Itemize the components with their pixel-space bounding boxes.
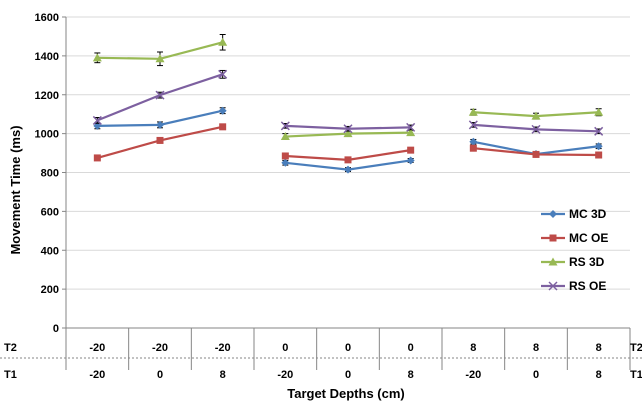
legend-item: RS 3D bbox=[541, 255, 605, 269]
data-point bbox=[594, 142, 603, 151]
y-tick-label: 0 bbox=[53, 323, 59, 335]
category-label: 8 bbox=[533, 342, 539, 354]
category-label: 8 bbox=[408, 369, 414, 381]
data-point bbox=[218, 69, 228, 79]
y-tick-label: 1200 bbox=[35, 90, 59, 102]
legend-item: MC OE bbox=[541, 231, 608, 245]
data-point bbox=[531, 124, 541, 134]
y-tick-label: 1000 bbox=[35, 129, 59, 141]
category-label: 8 bbox=[596, 369, 602, 381]
legend-label: RS 3D bbox=[569, 255, 605, 269]
category-label: 0 bbox=[282, 342, 288, 354]
y-tick-labels: 0 200 400 600 800 1000 1200 1400 1600 bbox=[35, 12, 59, 335]
category-label: -20 bbox=[465, 369, 481, 381]
category-label: 8 bbox=[470, 342, 476, 354]
y-tick-label: 800 bbox=[41, 168, 59, 180]
legend-item: RS OE bbox=[541, 279, 606, 293]
data-point bbox=[219, 123, 227, 131]
data-point bbox=[343, 129, 353, 138]
data-point bbox=[406, 128, 416, 137]
data-point bbox=[280, 121, 290, 131]
row-label-right: T2 bbox=[630, 342, 642, 354]
data-point bbox=[218, 106, 227, 115]
category-label: -20 bbox=[89, 342, 105, 354]
category-label: -20 bbox=[277, 369, 293, 381]
y-tick-label: 600 bbox=[41, 206, 59, 218]
data-point bbox=[406, 122, 416, 132]
data-point bbox=[344, 165, 352, 174]
legend-item: MC 3D bbox=[541, 207, 607, 221]
y-tick-label: 200 bbox=[41, 284, 59, 296]
legend-marker bbox=[548, 257, 558, 266]
data-point bbox=[469, 137, 478, 146]
data-point bbox=[469, 144, 477, 152]
legend-marker bbox=[549, 234, 557, 242]
legend-label: MC OE bbox=[569, 231, 608, 245]
data-point bbox=[155, 90, 165, 100]
category-label: 8 bbox=[596, 342, 602, 354]
data-point bbox=[93, 121, 102, 130]
row-label-left: T2 bbox=[4, 342, 17, 354]
data-point bbox=[594, 126, 604, 136]
category-label: 0 bbox=[345, 342, 351, 354]
data-point bbox=[407, 146, 415, 154]
data-point bbox=[218, 37, 228, 46]
data-point bbox=[92, 115, 102, 125]
category-label: 0 bbox=[533, 369, 539, 381]
category-table: T2 T2 -20 -20 -20 0 0 0 8 8 8 T1 T1 -20 0 8 -20 0 8 -20 0 8 bbox=[0, 328, 642, 381]
y-tick-label: 1400 bbox=[35, 51, 59, 63]
category-label: 0 bbox=[157, 369, 163, 381]
legend-label: MC 3D bbox=[569, 207, 607, 221]
y-tick-label: 1600 bbox=[35, 12, 59, 24]
data-point bbox=[155, 54, 165, 63]
axes bbox=[62, 16, 630, 329]
plot-series bbox=[92, 33, 604, 174]
series-mc-oe bbox=[93, 123, 603, 164]
series-rs-oe bbox=[92, 69, 604, 136]
category-label: -20 bbox=[152, 342, 168, 354]
data-point bbox=[343, 124, 353, 134]
data-point bbox=[594, 107, 604, 116]
x-axis-title: Target Depths (cm) bbox=[287, 386, 405, 401]
legend-label: RS OE bbox=[569, 279, 606, 293]
data-point bbox=[595, 151, 603, 159]
legend-marker bbox=[549, 210, 557, 218]
data-point bbox=[156, 136, 164, 144]
y-tick-label: 400 bbox=[41, 245, 59, 257]
data-point bbox=[344, 156, 352, 164]
legend: MC 3D MC OE RS 3D RS OE bbox=[541, 207, 608, 293]
legend-marker bbox=[548, 281, 558, 291]
category-label: 0 bbox=[345, 369, 351, 381]
category-label: 8 bbox=[220, 369, 226, 381]
data-point bbox=[532, 150, 540, 158]
y-axis-title: Movement Time (ms) bbox=[8, 125, 23, 254]
data-point bbox=[281, 152, 289, 160]
data-point bbox=[281, 158, 290, 167]
series-rs-3d bbox=[92, 33, 604, 141]
data-point bbox=[531, 111, 541, 120]
data-point bbox=[406, 156, 415, 165]
row-label-right: T1 bbox=[630, 369, 642, 381]
data-point bbox=[468, 120, 478, 130]
category-label: -20 bbox=[89, 369, 105, 381]
data-point bbox=[280, 132, 290, 141]
data-point bbox=[92, 53, 102, 62]
category-label: -20 bbox=[215, 342, 231, 354]
series-mc-3d bbox=[93, 106, 603, 174]
row-label-left: T1 bbox=[4, 369, 17, 381]
data-point bbox=[93, 154, 101, 162]
category-label: 0 bbox=[408, 342, 414, 354]
data-point bbox=[468, 107, 478, 116]
data-point bbox=[156, 120, 164, 129]
